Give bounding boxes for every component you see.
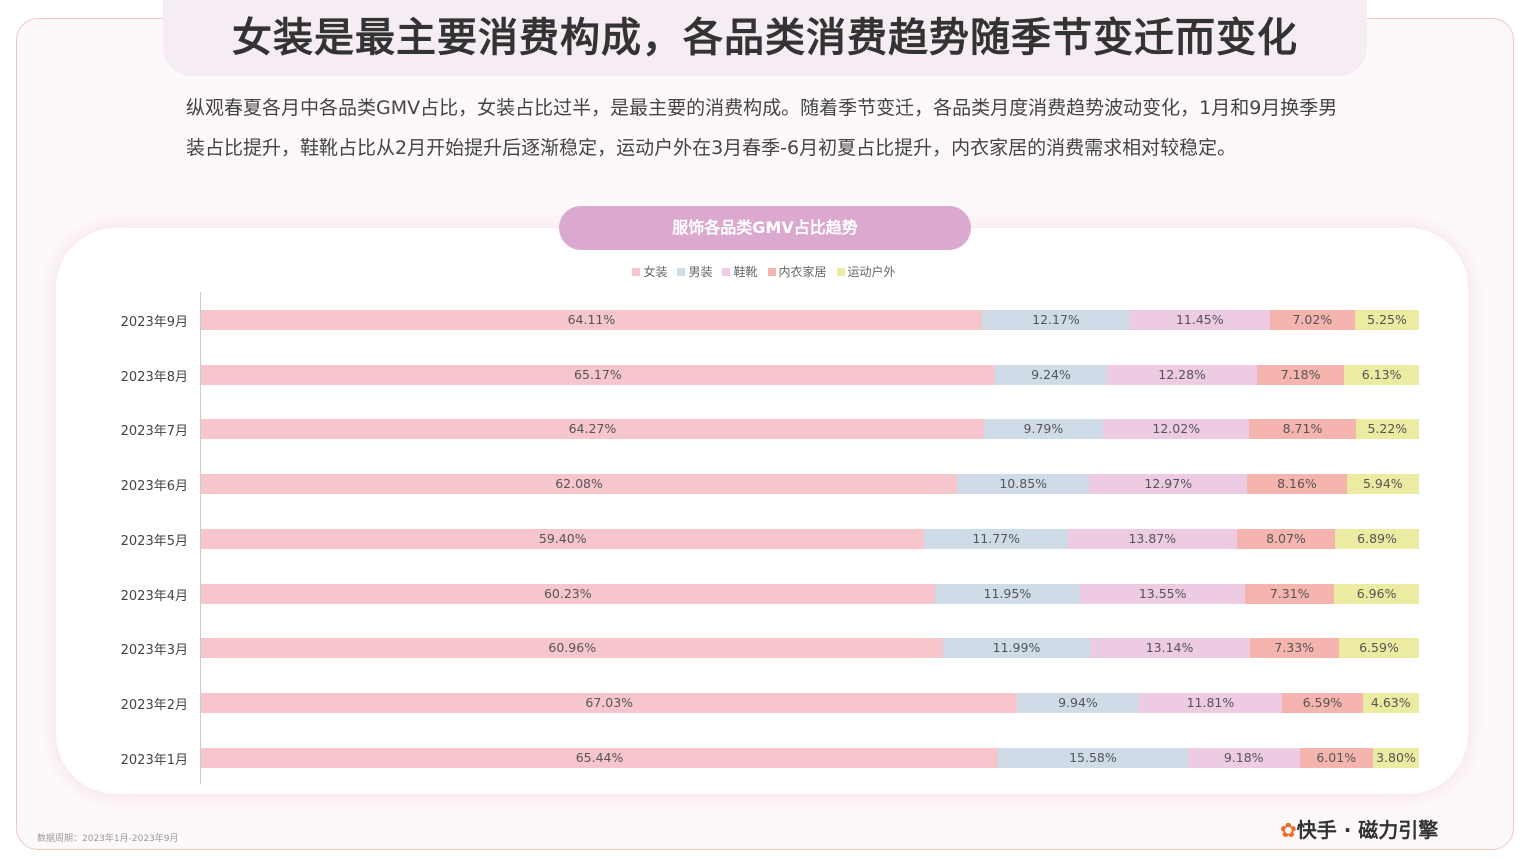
legend-label: 男装 — [688, 265, 713, 279]
legend-swatch — [767, 268, 776, 276]
category-label: 2023年5月 — [120, 533, 188, 549]
bar-segment: 11.81% — [1138, 692, 1283, 713]
bar-segment: 11.99% — [943, 638, 1090, 659]
category-label: 2023年4月 — [120, 588, 188, 604]
bar-segment: 8.07% — [1236, 528, 1336, 549]
bar-segment: 9.79% — [983, 419, 1104, 440]
bar-segment: 60.23% — [201, 583, 935, 604]
bar-segment: 62.08% — [201, 474, 958, 495]
bar-segment: 65.17% — [201, 364, 995, 385]
bar-segment: 7.33% — [1249, 638, 1339, 659]
bar-segment: 11.95% — [934, 583, 1081, 604]
legend-swatch — [722, 268, 731, 276]
bar-segment: 11.77% — [924, 528, 1068, 549]
title-box: 女装是最主要消费构成，各品类消费趋势随季节变迁而变化 — [163, 0, 1367, 76]
legend-item: 内衣家居 — [767, 265, 827, 279]
chart-title: 服饰各品类GMV占比趋势 — [559, 206, 971, 250]
bar-segment: 64.11% — [201, 310, 982, 330]
bar-segment: 65.44% — [201, 747, 999, 768]
bar-segment: 8.71% — [1249, 419, 1356, 440]
data-period: 数据周期：2023年1月-2023年9月 — [37, 834, 179, 844]
legend-item: 运动户外 — [836, 265, 896, 279]
legend-item: 女装 — [632, 265, 667, 279]
description: 纵观春夏各月中各品类GMV占比，女装占比过半，是最主要的消费构成。随着季节变迁，… — [186, 97, 1338, 159]
bar-segment: 6.13% — [1344, 364, 1419, 385]
category-label: 2023年9月 — [120, 315, 188, 330]
category-label: 2023年6月 — [120, 479, 188, 495]
bar-segment: 7.31% — [1245, 583, 1335, 604]
legend-label: 内衣家居 — [778, 265, 827, 279]
bar-segment: 11.45% — [1130, 310, 1270, 330]
bar-segment: 12.17% — [981, 310, 1131, 330]
bar-segment: 5.22% — [1355, 419, 1420, 440]
bar-segment: 59.40% — [201, 528, 925, 549]
legend-swatch — [677, 268, 686, 276]
bar-segment: 13.87% — [1067, 528, 1237, 549]
bar-segment: 15.58% — [998, 747, 1188, 768]
legend-label: 运动户外 — [847, 265, 896, 279]
bar-segment: 6.89% — [1335, 528, 1419, 549]
bar-segment: 9.24% — [994, 364, 1108, 385]
legend-swatch — [632, 268, 641, 276]
bar-segment: 12.02% — [1103, 419, 1250, 440]
bar-segment: 5.94% — [1346, 474, 1419, 495]
legend-item: 男装 — [677, 265, 712, 279]
category-label: 2023年7月 — [120, 424, 188, 440]
bar-segment: 3.80% — [1372, 747, 1420, 768]
category-label: 2023年8月 — [120, 369, 188, 385]
bar-segment: 67.03% — [201, 692, 1018, 713]
category-label: 2023年3月 — [120, 643, 188, 659]
legend-label: 鞋靴 — [733, 265, 758, 279]
y-axis — [200, 292, 201, 784]
bar-segment: 6.59% — [1338, 638, 1420, 659]
legend-swatch — [836, 268, 845, 276]
legend-label: 女装 — [643, 265, 668, 279]
bar-segment: 6.01% — [1299, 747, 1373, 768]
bar-segment: 12.28% — [1107, 364, 1257, 385]
bar-segment: 9.94% — [1017, 692, 1139, 713]
category-label: 2023年2月 — [120, 697, 188, 713]
bar-segment: 10.85% — [957, 474, 1090, 495]
legend: 女装 男装 鞋靴 内衣家居 运动户外 — [0, 263, 1528, 280]
kuaishou-icon: ✿ — [1280, 818, 1297, 842]
bar-segment: 8.16% — [1247, 474, 1347, 495]
bar-segment: 6.96% — [1334, 583, 1419, 604]
bar-segment: 13.14% — [1089, 638, 1250, 659]
bar-segment: 6.59% — [1282, 692, 1363, 713]
legend-item: 鞋靴 — [722, 265, 758, 279]
bar-segment: 7.02% — [1269, 310, 1356, 330]
bar-segment: 12.97% — [1089, 474, 1248, 495]
category-label: 2023年1月 — [120, 752, 188, 768]
bar-segment: 9.18% — [1187, 747, 1300, 768]
bar-segment: 13.55% — [1080, 583, 1246, 604]
brand-logo: ✿快手 · 磁力引擎 — [1280, 818, 1439, 842]
bar-segment: 60.96% — [201, 638, 944, 659]
page-title: 女装是最主要消费构成，各品类消费趋势随季节变迁而变化 — [232, 15, 1298, 61]
bar-segment: 7.18% — [1256, 364, 1345, 385]
bar-segment: 5.25% — [1355, 310, 1419, 330]
bar-segment: 64.27% — [201, 419, 984, 440]
bar-segment: 4.63% — [1362, 692, 1419, 713]
